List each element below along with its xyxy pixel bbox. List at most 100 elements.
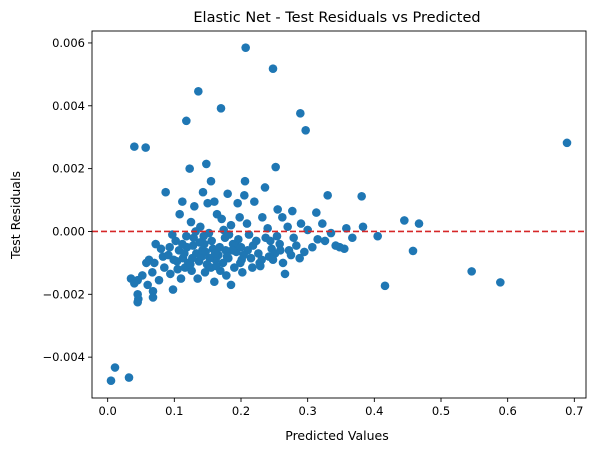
data-point bbox=[326, 228, 336, 238]
data-point bbox=[467, 267, 476, 276]
data-point bbox=[124, 373, 134, 382]
data-point bbox=[258, 213, 267, 222]
data-point bbox=[286, 250, 296, 260]
x-tick-label: 0.3 bbox=[299, 404, 317, 418]
data-point bbox=[193, 274, 202, 283]
data-point bbox=[342, 224, 351, 233]
x-tick-label: 0.7 bbox=[565, 404, 583, 418]
data-point bbox=[254, 249, 263, 258]
data-point bbox=[168, 285, 178, 294]
data-point bbox=[242, 219, 252, 228]
data-point bbox=[223, 189, 232, 199]
data-point bbox=[373, 231, 382, 241]
data-point bbox=[190, 202, 199, 211]
data-point bbox=[222, 252, 232, 261]
data-point bbox=[200, 268, 210, 277]
data-point bbox=[133, 297, 142, 307]
data-point bbox=[289, 233, 298, 243]
data-point bbox=[182, 231, 191, 241]
data-point bbox=[263, 224, 272, 233]
data-point bbox=[357, 191, 366, 201]
data-point bbox=[230, 263, 239, 272]
y-ticks: −0.004 −0.002 0.000 0.002 0.004 0.006 bbox=[42, 36, 92, 364]
x-ticks: 0.0 0.1 0.2 0.3 0.4 0.5 0.6 0.7 bbox=[99, 398, 583, 418]
data-point bbox=[496, 278, 505, 287]
data-point bbox=[380, 281, 390, 291]
data-point bbox=[228, 246, 237, 255]
data-point bbox=[348, 233, 357, 243]
data-point bbox=[244, 230, 254, 239]
data-point bbox=[226, 220, 236, 230]
data-point bbox=[268, 64, 278, 74]
data-point bbox=[199, 231, 208, 241]
data-point bbox=[303, 225, 312, 235]
data-point bbox=[278, 258, 288, 268]
data-point bbox=[130, 142, 139, 151]
data-point bbox=[222, 271, 231, 280]
data-point bbox=[142, 258, 151, 268]
data-point bbox=[236, 242, 246, 252]
data-point bbox=[143, 280, 152, 290]
data-point bbox=[300, 247, 309, 257]
data-point bbox=[296, 109, 305, 118]
data-point bbox=[408, 246, 418, 256]
data-point bbox=[275, 239, 284, 249]
data-point bbox=[180, 249, 189, 258]
data-point bbox=[292, 241, 301, 250]
data-point bbox=[210, 197, 219, 206]
y-tick-label: −0.002 bbox=[42, 287, 85, 301]
data-point bbox=[295, 253, 304, 263]
data-point bbox=[171, 236, 180, 246]
data-point bbox=[266, 236, 275, 246]
data-point bbox=[271, 162, 280, 172]
y-tick-label: 0.000 bbox=[52, 224, 85, 238]
data-point bbox=[148, 286, 158, 296]
data-point bbox=[233, 198, 242, 208]
data-point bbox=[340, 244, 349, 254]
x-tick-label: 0.6 bbox=[499, 404, 517, 418]
data-point bbox=[212, 261, 221, 271]
data-point bbox=[238, 268, 247, 277]
data-point bbox=[201, 247, 210, 257]
data-point bbox=[235, 213, 244, 222]
y-tick-label: 0.002 bbox=[52, 162, 85, 176]
data-point bbox=[331, 241, 340, 250]
data-point bbox=[210, 277, 219, 287]
data-point bbox=[160, 263, 169, 272]
data-point bbox=[276, 246, 285, 255]
data-point bbox=[240, 176, 250, 186]
data-point bbox=[185, 164, 194, 173]
data-point bbox=[141, 143, 150, 152]
chart-title: Elastic Net - Test Residuals vs Predicte… bbox=[193, 10, 480, 26]
data-point bbox=[110, 363, 120, 372]
data-point bbox=[175, 209, 184, 219]
data-point bbox=[156, 244, 166, 254]
data-point bbox=[323, 191, 332, 200]
data-point bbox=[312, 208, 321, 217]
data-point bbox=[130, 279, 139, 288]
data-point bbox=[414, 219, 424, 228]
data-point bbox=[562, 138, 572, 148]
data-point bbox=[161, 187, 170, 197]
data-point bbox=[239, 250, 248, 260]
data-point bbox=[288, 206, 297, 216]
data-point bbox=[148, 268, 157, 277]
data-point bbox=[198, 187, 208, 197]
x-tick-label: 0.5 bbox=[432, 404, 450, 418]
data-point bbox=[400, 216, 409, 225]
data-point bbox=[203, 198, 212, 208]
data-point bbox=[178, 239, 187, 249]
data-point bbox=[217, 214, 226, 224]
data-point bbox=[246, 253, 256, 263]
data-point bbox=[210, 249, 220, 258]
data-point bbox=[173, 264, 182, 274]
data-point bbox=[240, 191, 249, 200]
y-tick-label: 0.006 bbox=[52, 36, 85, 50]
data-point bbox=[226, 280, 236, 290]
data-point bbox=[272, 231, 282, 241]
data-point bbox=[186, 217, 196, 227]
data-point bbox=[256, 261, 265, 271]
data-point bbox=[318, 219, 327, 228]
data-point bbox=[150, 258, 159, 268]
